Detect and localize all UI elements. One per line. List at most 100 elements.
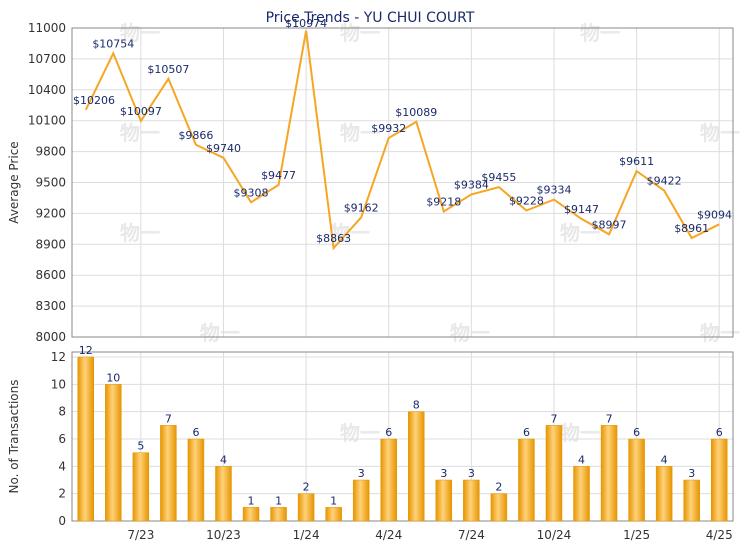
price-data-label: $8961: [674, 222, 709, 235]
transactions-y-tick-label: 2: [58, 487, 66, 501]
transactions-y-ticks: 0 2 4 6 8 10 12: [51, 350, 66, 528]
watermark-text: 物一: [120, 221, 160, 245]
x-tick-label: 10/23: [206, 528, 241, 542]
transaction-bar: [132, 452, 150, 522]
watermark-text: 物一: [700, 321, 740, 345]
transaction-bar-label: 7: [165, 412, 172, 425]
transaction-bar: [187, 438, 205, 522]
transaction-bars: [77, 356, 728, 522]
watermark-text: 物一: [560, 421, 600, 445]
price-y-ticks: 8000 8300 8600 8900 9200 9500 9800 10100 10400 10…: [28, 21, 66, 344]
price-data-label: $10089: [395, 106, 437, 119]
transaction-bar: [435, 479, 453, 522]
transaction-bar-label: 3: [688, 467, 695, 480]
price-data-label: $9384: [454, 178, 489, 191]
transactions-y-tick-label: 8: [58, 405, 66, 419]
price-data-label: $9740: [206, 142, 241, 155]
price-data-label: $9611: [619, 155, 654, 168]
x-tick-label: 4/24: [375, 528, 402, 542]
transactions-y-axis-label: No. of Transactions: [7, 379, 21, 493]
transaction-bar-label: 4: [661, 453, 668, 466]
transactions-y-tick-label: 0: [58, 514, 66, 528]
transaction-bar: [573, 466, 590, 522]
transaction-bar-label: 6: [385, 426, 392, 439]
price-data-label: $10507: [147, 63, 189, 76]
price-data-label: $10974: [285, 17, 327, 30]
watermark-text: 物一: [340, 121, 380, 145]
price-data-labels: $10206 $10754 $10097 $10507 $9866$9740 $9308 $…: [73, 17, 732, 245]
transaction-bar-label: 6: [523, 426, 530, 439]
x-axis-ticks: 7/23 10/23 1/24 4/24 7/24 10/24 1/25 4/25: [127, 528, 732, 542]
price-data-label: $10754: [92, 37, 134, 50]
transaction-bar-label: 1: [330, 494, 337, 507]
price-y-tick-label: 10700: [28, 52, 66, 66]
price-data-label: $9147: [564, 203, 599, 216]
transaction-bar: [242, 507, 260, 522]
price-series-line: [84, 30, 720, 251]
price-data-label: $9218: [426, 196, 461, 209]
watermark-text: 物一: [120, 21, 160, 45]
price-data-label: $10097: [120, 105, 162, 118]
price-data-label: $9162: [344, 201, 379, 214]
transaction-bar-label: 4: [220, 453, 227, 466]
price-data-label: $9477: [261, 169, 296, 182]
transaction-bar: [490, 493, 508, 522]
price-y-tick-label: 11000: [28, 21, 66, 35]
price-data-label: $8997: [592, 218, 627, 231]
transaction-bar-label: 3: [468, 467, 475, 480]
price-data-label: $10206: [73, 94, 115, 107]
transaction-bar-label: 1: [275, 494, 282, 507]
transaction-bar-label: 5: [137, 440, 144, 453]
price-data-label: $9866: [178, 129, 213, 142]
transaction-bar: [215, 466, 232, 522]
x-tick-label: 10/24: [537, 528, 572, 542]
transaction-bar: [77, 356, 95, 522]
price-y-tick-label: 8900: [35, 237, 66, 251]
watermark-text: 物一: [200, 321, 240, 345]
x-tick-label: 7/23: [127, 528, 154, 542]
transaction-bar: [270, 507, 287, 522]
price-data-label: $9455: [481, 171, 516, 184]
transaction-bar-label: 2: [303, 481, 310, 494]
transaction-bar: [463, 479, 480, 522]
price-data-label: $9308: [234, 186, 269, 199]
transaction-bar-label: 10: [106, 371, 120, 384]
chart-title: Price Trends - YU CHUI COURT: [266, 10, 475, 26]
price-y-tick-label: 9500: [35, 176, 66, 190]
transaction-bar: [297, 493, 315, 522]
transaction-bar: [710, 438, 728, 522]
transaction-bar: [600, 425, 618, 522]
price-data-label: $9932: [371, 122, 406, 135]
price-y-tick-label: 8600: [35, 268, 66, 282]
price-y-tick-label: 10100: [28, 114, 66, 128]
transactions-y-tick-label: 12: [51, 350, 66, 364]
transaction-bar-label: 1: [248, 494, 255, 507]
transaction-bar-label: 6: [716, 426, 723, 439]
x-tick-label: 1/24: [293, 528, 320, 542]
transactions-y-tick-label: 4: [58, 459, 66, 473]
price-plot-area: [71, 27, 734, 338]
price-data-label: $9334: [536, 184, 571, 197]
transaction-bar-label: 3: [440, 467, 447, 480]
transactions-y-tick-label: 10: [51, 377, 66, 391]
transaction-bar: [518, 438, 535, 522]
transaction-bar: [545, 425, 563, 522]
transaction-bar: [352, 479, 370, 522]
transaction-bar: [325, 507, 342, 522]
watermark-text: 物一: [700, 121, 740, 145]
price-y-tick-label: 8300: [35, 299, 66, 313]
transaction-bar-label: 7: [606, 412, 613, 425]
price-data-label: $9094: [697, 208, 732, 221]
transaction-bar-label: 4: [578, 453, 585, 466]
price-y-axis-label: Average Price: [7, 141, 21, 223]
transaction-bar: [683, 479, 700, 522]
transaction-bar: [160, 425, 177, 522]
x-tick-label: 1/25: [623, 528, 650, 542]
x-tick-label: 7/24: [458, 528, 485, 542]
transaction-bar-label: 12: [79, 344, 93, 357]
price-y-tick-label: 9200: [35, 206, 66, 220]
watermark-text: 物一: [330, 221, 370, 245]
watermark-text: 物一: [340, 21, 380, 45]
price-data-label: $8863: [316, 232, 351, 245]
price-data-label: $9228: [509, 195, 544, 208]
